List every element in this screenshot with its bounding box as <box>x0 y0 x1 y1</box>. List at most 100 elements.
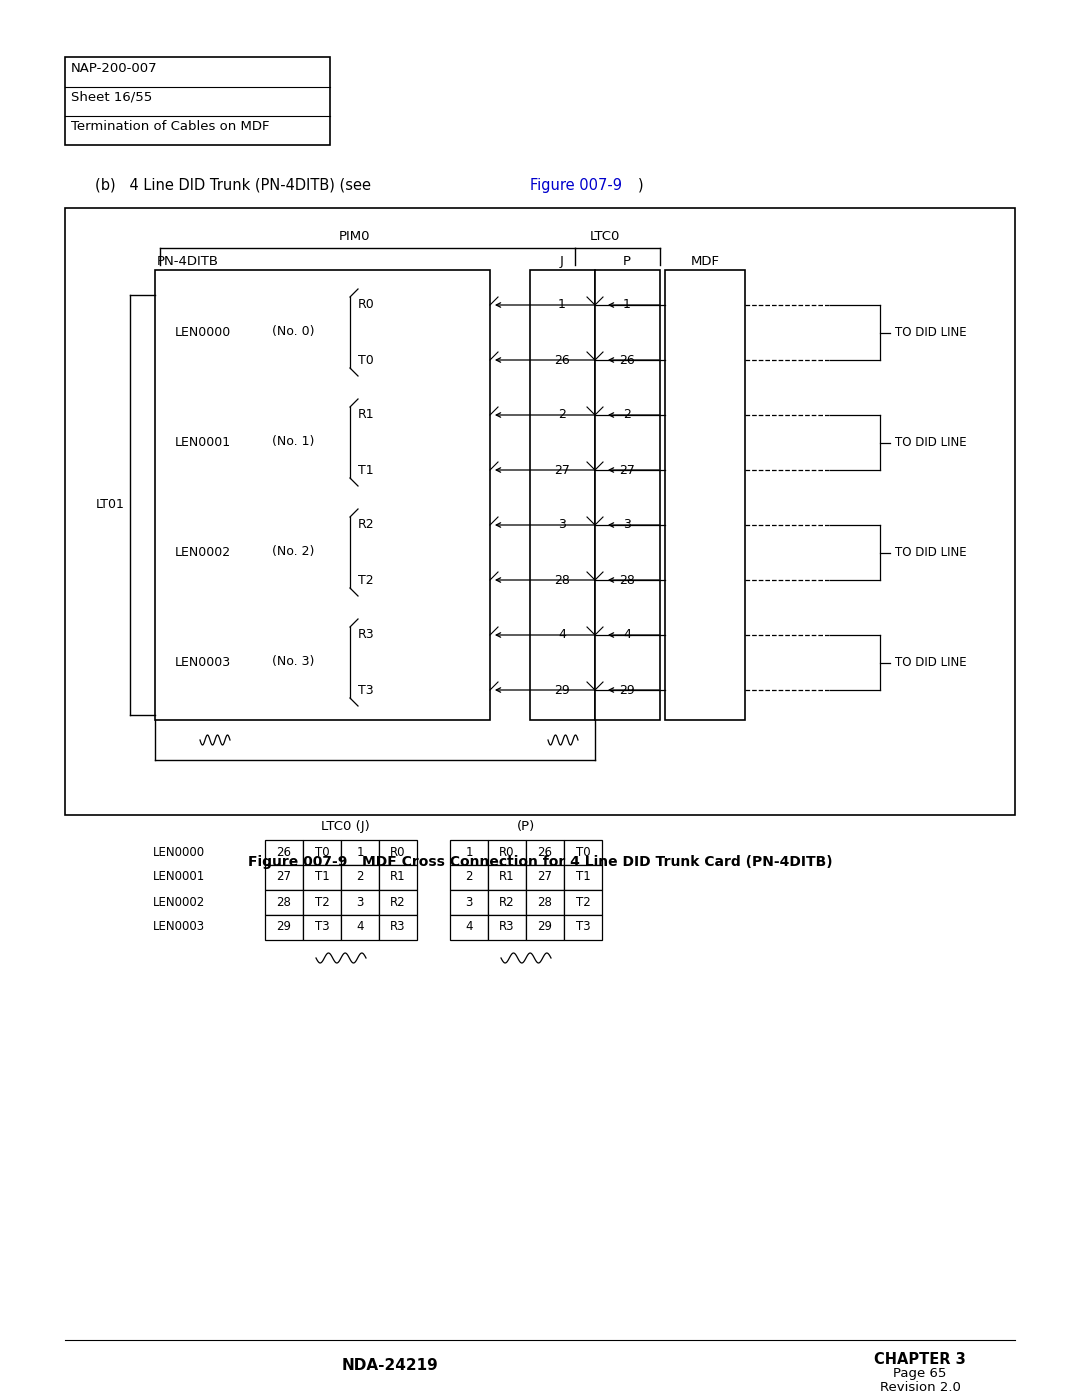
Text: 4: 4 <box>465 921 473 933</box>
Text: R0: R0 <box>390 845 406 859</box>
Text: 2: 2 <box>623 408 631 422</box>
Bar <box>341 865 379 890</box>
Bar <box>488 840 526 865</box>
Text: R3: R3 <box>499 921 515 933</box>
Bar <box>379 865 417 890</box>
Bar <box>564 915 602 940</box>
Bar <box>265 865 303 890</box>
Text: PN-4DITB: PN-4DITB <box>157 256 219 268</box>
Bar <box>526 840 564 865</box>
Text: 29: 29 <box>538 921 553 933</box>
Text: 4: 4 <box>623 629 631 641</box>
Bar <box>265 840 303 865</box>
Text: MDF: MDF <box>690 256 719 268</box>
Text: (No. 1): (No. 1) <box>272 436 314 448</box>
Text: LEN0002: LEN0002 <box>175 545 231 559</box>
Bar <box>303 840 341 865</box>
Text: Figure 007-9: Figure 007-9 <box>530 177 622 193</box>
Text: ): ) <box>638 177 644 193</box>
Text: 29: 29 <box>276 921 292 933</box>
Text: 27: 27 <box>276 870 292 883</box>
Text: R1: R1 <box>499 870 515 883</box>
Bar <box>303 865 341 890</box>
Bar <box>488 890 526 915</box>
Bar <box>488 915 526 940</box>
Text: Sheet 16/55: Sheet 16/55 <box>71 91 152 103</box>
Text: TO DID LINE: TO DID LINE <box>895 436 967 448</box>
Bar <box>450 865 488 890</box>
Bar <box>488 865 526 890</box>
Text: 27: 27 <box>538 870 553 883</box>
Text: 28: 28 <box>276 895 292 908</box>
Text: 28: 28 <box>554 574 570 587</box>
Text: 2: 2 <box>558 408 566 422</box>
Bar <box>564 865 602 890</box>
Text: 1: 1 <box>465 845 473 859</box>
Bar <box>595 270 660 719</box>
Bar <box>341 890 379 915</box>
Text: Page 65: Page 65 <box>893 1368 947 1380</box>
Text: LEN0000: LEN0000 <box>153 845 205 859</box>
Text: CHAPTER 3: CHAPTER 3 <box>874 1352 966 1368</box>
Text: TO DID LINE: TO DID LINE <box>895 326 967 339</box>
Text: LEN0001: LEN0001 <box>175 436 231 448</box>
Bar <box>665 270 745 719</box>
Text: 4: 4 <box>558 629 566 641</box>
Bar <box>564 890 602 915</box>
Bar <box>341 915 379 940</box>
Text: (No. 3): (No. 3) <box>272 655 314 669</box>
Bar <box>526 915 564 940</box>
Bar <box>265 915 303 940</box>
Text: 3: 3 <box>465 895 473 908</box>
Text: Termination of Cables on MDF: Termination of Cables on MDF <box>71 120 270 133</box>
Bar <box>303 915 341 940</box>
Text: NAP-200-007: NAP-200-007 <box>71 61 158 75</box>
Bar <box>341 840 379 865</box>
Text: R2: R2 <box>499 895 515 908</box>
Text: 26: 26 <box>554 353 570 366</box>
Text: 29: 29 <box>619 683 635 697</box>
Text: 2: 2 <box>465 870 473 883</box>
Bar <box>526 890 564 915</box>
Text: T3: T3 <box>357 683 374 697</box>
Text: 26: 26 <box>538 845 553 859</box>
Bar <box>530 270 595 719</box>
Text: LEN0001: LEN0001 <box>152 870 205 883</box>
Text: R0: R0 <box>499 845 515 859</box>
Text: 3: 3 <box>558 518 566 531</box>
Text: T0: T0 <box>314 845 329 859</box>
Bar <box>450 890 488 915</box>
Text: R0: R0 <box>357 299 375 312</box>
Text: T2: T2 <box>357 574 374 587</box>
Text: 28: 28 <box>538 895 553 908</box>
Text: 2: 2 <box>356 870 364 883</box>
Text: T1: T1 <box>357 464 374 476</box>
Text: 27: 27 <box>619 464 635 476</box>
Text: 28: 28 <box>619 574 635 587</box>
Bar <box>65 208 1015 814</box>
Text: 1: 1 <box>356 845 364 859</box>
Text: 27: 27 <box>554 464 570 476</box>
Text: LTC0: LTC0 <box>590 231 620 243</box>
Text: (No. 2): (No. 2) <box>272 545 314 559</box>
Text: 3: 3 <box>356 895 364 908</box>
Text: P: P <box>623 256 631 268</box>
Bar <box>303 890 341 915</box>
Text: R1: R1 <box>390 870 406 883</box>
Text: 3: 3 <box>623 518 631 531</box>
Text: T2: T2 <box>314 895 329 908</box>
Text: T0: T0 <box>576 845 591 859</box>
Text: T1: T1 <box>576 870 591 883</box>
Text: 26: 26 <box>619 353 635 366</box>
Text: LTC0 (J): LTC0 (J) <box>321 820 369 833</box>
Text: T1: T1 <box>314 870 329 883</box>
Text: 29: 29 <box>554 683 570 697</box>
Text: R3: R3 <box>390 921 406 933</box>
Text: LEN0003: LEN0003 <box>153 921 205 933</box>
Text: LEN0000: LEN0000 <box>175 326 231 338</box>
Text: T3: T3 <box>314 921 329 933</box>
Bar <box>379 890 417 915</box>
Bar <box>564 840 602 865</box>
Text: 1: 1 <box>558 299 566 312</box>
Bar <box>156 270 490 719</box>
